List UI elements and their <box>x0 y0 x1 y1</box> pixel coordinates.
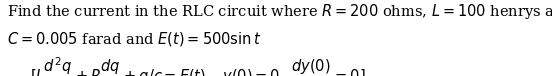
Text: $C = 0.005$ farad and $E(t) = 500\sin t$: $C = 0.005$ farad and $E(t) = 500\sin t$ <box>7 30 261 48</box>
Text: $[L\dfrac{d^2q}{dt^2} + R\dfrac{dq}{dt} + q/c = E(t).\ \ y(0) = 0,\ \dfrac{dy(0): $[L\dfrac{d^2q}{dt^2} + R\dfrac{dq}{dt} … <box>30 55 366 76</box>
Text: Find the current in the RLC circuit where $R = 200$ ohms, $L = 100$ henrys and: Find the current in the RLC circuit wher… <box>7 2 552 21</box>
